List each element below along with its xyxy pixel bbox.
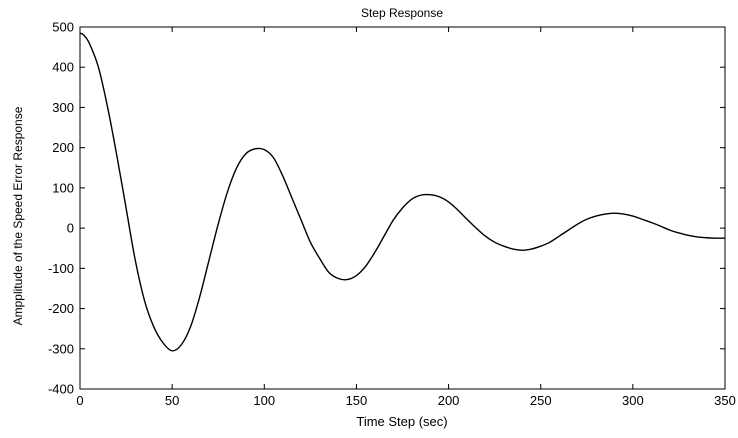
y-tick-label: -200: [48, 301, 74, 316]
x-axis-label: Time Step (sec): [356, 414, 447, 429]
x-tick-label: 300: [622, 393, 644, 408]
x-tick-label: 250: [530, 393, 552, 408]
x-tick-label: 200: [438, 393, 460, 408]
y-tick-label: 100: [52, 180, 74, 195]
axes: 0 50 100 150 200 250 300 350 -400 -300 -200 -100 0 10…: [48, 20, 736, 409]
y-tick-label: -100: [48, 261, 74, 276]
y-tick-label: 400: [52, 60, 74, 75]
y-axis-label: Ampplitude of the Speed Error Response: [11, 106, 25, 325]
x-tick-label: 0: [76, 393, 83, 408]
x-tick-label: 50: [165, 393, 179, 408]
y-tick-label: 500: [52, 20, 74, 35]
x-tick-label: 350: [714, 393, 736, 408]
y-tick-label: 0: [67, 221, 74, 236]
chart-title: Step Response: [361, 6, 443, 20]
series-line: [79, 32, 726, 352]
y-tick-label: 300: [52, 100, 74, 115]
y-tick-label: -300: [48, 341, 74, 356]
x-tick-label: 100: [253, 393, 275, 408]
plot-frame: [79, 26, 726, 390]
y-tick-label: 200: [52, 140, 74, 155]
y-tick-label: -400: [48, 382, 74, 397]
x-tick-label: 150: [346, 393, 368, 408]
series-layer: [79, 32, 726, 352]
